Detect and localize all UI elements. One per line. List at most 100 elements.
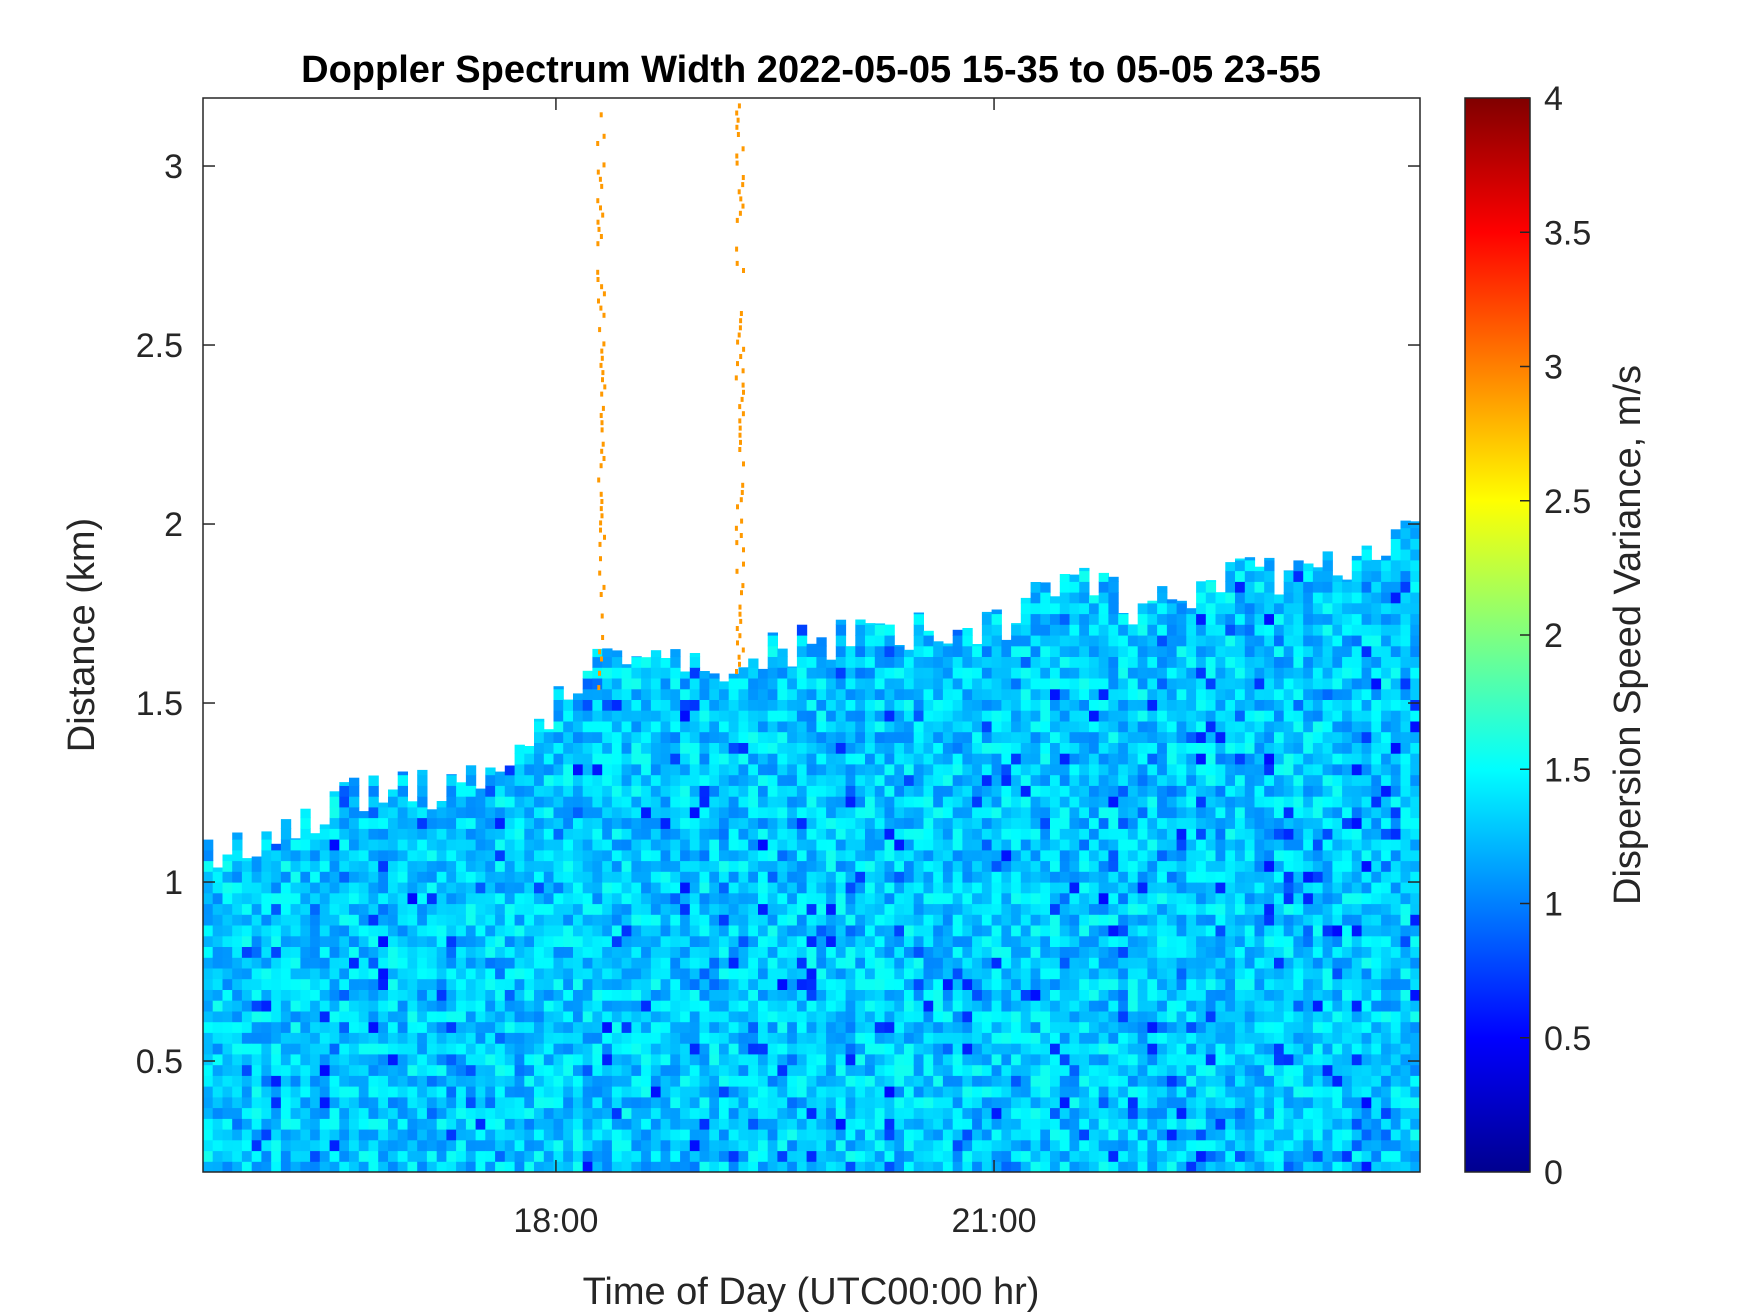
heatmap-cell: [660, 828, 671, 840]
heatmap-cell: [981, 1161, 993, 1172]
heatmap-cell: [203, 1000, 214, 1012]
heatmap-cell: [1040, 720, 1051, 733]
heatmap-cell: [933, 796, 944, 808]
heatmap-cell: [1157, 592, 1168, 604]
heatmap-cell: [436, 1064, 447, 1076]
heatmap-cell: [573, 1064, 584, 1076]
heatmap-cell: [1050, 688, 1061, 700]
heatmap-cell: [1001, 785, 1012, 797]
heatmap-cell: [972, 828, 983, 840]
heatmap-cell: [1118, 978, 1129, 990]
heatmap-cell: [748, 1129, 759, 1141]
heatmap-cell: [835, 742, 847, 754]
heatmap-cell: [1225, 1053, 1236, 1066]
heatmap-cell: [894, 828, 905, 840]
heatmap-cell: [1176, 1000, 1187, 1012]
heatmap-cell: [300, 957, 311, 969]
heatmap-cell: [524, 935, 535, 947]
heatmap-cell: [1020, 796, 1032, 808]
heatmap-cell: [582, 946, 593, 958]
heatmap-cell: [1011, 1096, 1022, 1109]
heatmap-cell: [855, 989, 866, 1001]
heatmap-cell: [232, 1064, 243, 1076]
heatmap-cell: [456, 892, 467, 905]
heatmap-cell: [942, 643, 954, 647]
heatmap-cell: [933, 645, 944, 657]
heatmap-cell: [787, 1086, 798, 1098]
heatmap-cell: [1186, 753, 1197, 765]
heatmap-cell: [680, 1150, 691, 1162]
heatmap-cell: [1011, 1053, 1022, 1066]
heatmap-cell: [865, 720, 876, 733]
heatmap-cell: [203, 1043, 214, 1055]
heatmap-cell: [212, 1000, 223, 1012]
heatmap-cell: [1147, 667, 1158, 679]
heatmap-cell: [222, 946, 233, 958]
heatmap-cell: [904, 1021, 915, 1033]
heatmap-cell: [806, 1118, 817, 1130]
heatmap-cell: [388, 892, 399, 905]
heatmap-cell: [904, 710, 915, 722]
heatmap-cell: [290, 838, 301, 840]
heatmap-cell: [222, 1000, 233, 1012]
heatmap-cell: [777, 849, 788, 862]
heatmap-cell: [1254, 1064, 1265, 1076]
heatmap-cell: [709, 673, 720, 679]
heatmap-cell: [1059, 1118, 1071, 1130]
heatmap-cell: [758, 1021, 769, 1033]
heatmap-cell: [388, 1064, 399, 1076]
heatmap-cell: [611, 1150, 623, 1162]
heatmap-cell: [465, 1107, 477, 1119]
heatmap-cell: [699, 839, 710, 851]
heatmap-cell: [991, 609, 1002, 615]
heatmap-cell: [1118, 624, 1129, 636]
heatmap-cell: [631, 763, 642, 776]
heatmap-cell: [1166, 903, 1178, 915]
heatmap-cell: [1225, 882, 1236, 894]
heatmap-cell: [738, 882, 749, 894]
heatmap-cell: [923, 1010, 934, 1023]
heatmap-cell: [232, 1139, 243, 1152]
heatmap-cell: [777, 935, 788, 947]
heatmap-cell: [1001, 957, 1012, 969]
heatmap-cell: [904, 1086, 915, 1098]
heatmap-cell: [1020, 1032, 1032, 1044]
heatmap-cell: [826, 1139, 837, 1152]
heatmap-cell: [1137, 635, 1148, 647]
heatmap-cell: [1098, 1129, 1109, 1141]
heatmap-cell: [1098, 892, 1109, 905]
heatmap-cell: [1225, 989, 1236, 1001]
heatmap-cell: [417, 882, 428, 894]
heatmap-cell: [1001, 699, 1012, 711]
heatmap-cell: [1050, 914, 1061, 926]
heatmap-cell: [1244, 731, 1256, 743]
heatmap-cell: [923, 1096, 934, 1109]
heatmap-cell: [300, 1053, 311, 1066]
heatmap-cell: [1011, 731, 1022, 743]
heatmap-cell: [436, 1161, 447, 1172]
heatmap-cell: [816, 1129, 827, 1141]
heatmap-cell: [495, 1139, 506, 1152]
heatmap-cell: [1011, 1139, 1022, 1152]
heatmap-cell: [952, 1129, 963, 1141]
heatmap-cell: [1254, 860, 1265, 872]
heatmap-cell: [592, 1129, 603, 1141]
heatmap-cell: [592, 1032, 603, 1044]
heatmap-cell: [1186, 1053, 1197, 1066]
heatmap-cell: [232, 892, 243, 905]
heatmap-cell: [1089, 806, 1100, 819]
heatmap-cell: [1244, 581, 1256, 593]
heatmap-cell: [991, 667, 1002, 679]
heatmap-cell: [397, 892, 408, 905]
heatmap-cell: [719, 839, 730, 851]
heatmap-cell: [1225, 849, 1236, 862]
heatmap-cell: [1176, 1139, 1187, 1152]
heatmap-cell: [699, 1032, 710, 1044]
heatmap-cell: [1157, 925, 1168, 937]
heatmap-cell: [475, 914, 486, 926]
heatmap-cell: [962, 967, 973, 980]
heatmap-cell: [407, 946, 418, 958]
heatmap-cell: [1030, 817, 1041, 829]
heatmap-cell: [1059, 1032, 1071, 1044]
heatmap-cell: [1186, 1043, 1197, 1055]
